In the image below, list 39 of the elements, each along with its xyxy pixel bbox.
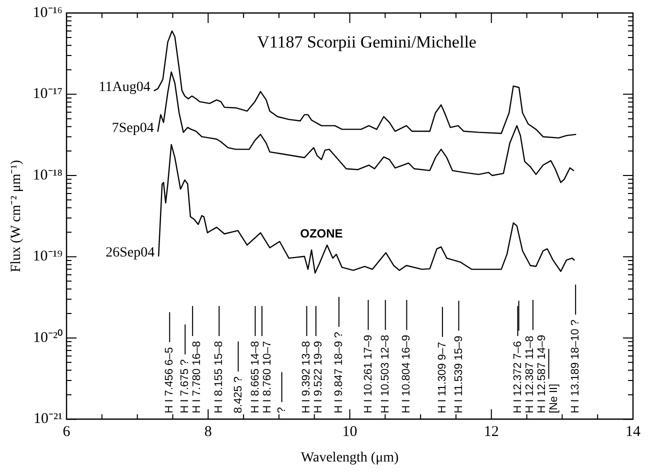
x-tick-label: 10: [342, 424, 358, 440]
ref-line-label: H I 10.261 17–9: [362, 334, 374, 414]
ref-line-label: H I 7.456 6–5: [164, 347, 176, 414]
x-tick-label: 12: [484, 424, 499, 440]
y-tick-label: 10⁻¹⁷: [32, 86, 63, 102]
series-label: 7Sep04: [112, 120, 154, 136]
y-tick-label: 10⁻²¹: [34, 411, 63, 428]
ref-line-label: H I 12.372 7–6: [512, 341, 524, 414]
x-axis-title: Wavelength (μm): [300, 450, 399, 466]
ref-line-label: H I 11.539 15–9: [452, 336, 465, 414]
ref-line-label: H I 10.804 16–9: [400, 334, 413, 414]
ref-line-label: H I 9.522 19–9: [312, 341, 325, 414]
ref-line-label: [Ne II]: [548, 384, 560, 414]
y-axis-title: Flux (W cm⁻² μm⁻¹): [9, 160, 24, 272]
series-label: 26Sep04: [106, 246, 155, 261]
ref-line-label: H I 8.155 15–8: [213, 341, 226, 414]
ref-line-label: H I 9.847 18–9 ?: [332, 332, 345, 414]
y-tick-label: 10⁻¹⁹: [32, 248, 63, 265]
ref-line-label: ?: [276, 407, 288, 414]
ref-line-label: 8.425 ?: [232, 376, 244, 414]
y-tick-label: 10⁻¹⁸: [32, 167, 63, 184]
x-tick-label: 14: [626, 424, 641, 440]
annotation: OZONE: [300, 226, 343, 241]
text: V1187 Scorpii Gemini/Michelle: [257, 32, 476, 52]
x-tick-label: 6: [62, 424, 71, 440]
ref-line-label: H I 9.392 13–8: [300, 341, 313, 414]
x-tick-label: 8: [204, 424, 212, 440]
ref-line-label: H I 7.780 16–8: [191, 341, 204, 414]
y-tick-label: 10⁻²⁰: [33, 328, 63, 346]
ref-line-label: H I 12.587 14–9: [536, 334, 548, 414]
ref-line-label: H I 8.665 14–8: [249, 341, 262, 414]
ref-line-label: H I 7.675 ?: [179, 359, 192, 414]
y-tick-label: 10⁻¹⁶: [32, 4, 63, 21]
ref-line-label: H I 12.387 11–8: [524, 336, 536, 414]
ref-line-label: H I 13.189 18–10 ?: [570, 320, 582, 414]
series-label: 11Aug04: [98, 80, 150, 96]
ref-line-label: H I 11.309 9–7: [436, 342, 448, 414]
ref-line-label: H I 10.503 12–8: [379, 334, 392, 414]
ref-line-label: H I 8.760 10–7: [261, 341, 274, 414]
